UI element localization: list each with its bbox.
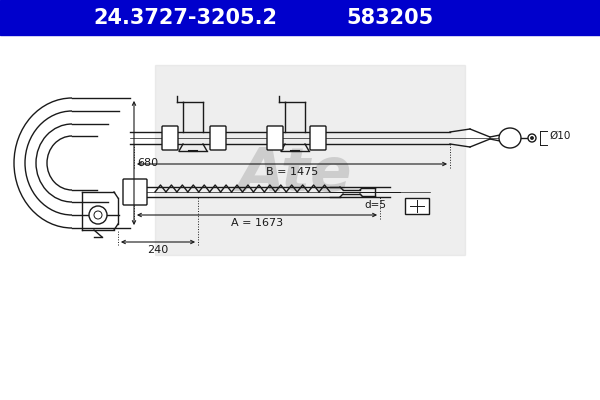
FancyBboxPatch shape (310, 126, 326, 150)
FancyBboxPatch shape (267, 126, 283, 150)
Ellipse shape (499, 128, 521, 148)
FancyBboxPatch shape (162, 126, 178, 150)
Text: Ate: Ate (238, 146, 352, 204)
Circle shape (531, 137, 533, 139)
Circle shape (528, 134, 536, 142)
FancyBboxPatch shape (210, 126, 226, 150)
Circle shape (89, 206, 107, 224)
Text: B = 1475: B = 1475 (266, 167, 318, 177)
Text: Ø10: Ø10 (549, 131, 571, 141)
Text: 680: 680 (137, 158, 158, 168)
Bar (0, 0, 600, 35)
Text: 24.3727-3205.2: 24.3727-3205.2 (93, 8, 277, 28)
Bar (155, 65, 465, 255)
Text: d=5: d=5 (364, 200, 386, 210)
Text: 240: 240 (148, 245, 169, 255)
Bar (405, 198, 429, 214)
FancyBboxPatch shape (123, 179, 147, 205)
Text: 583205: 583205 (346, 8, 434, 28)
Text: A = 1673: A = 1673 (231, 218, 283, 228)
Circle shape (94, 211, 102, 219)
